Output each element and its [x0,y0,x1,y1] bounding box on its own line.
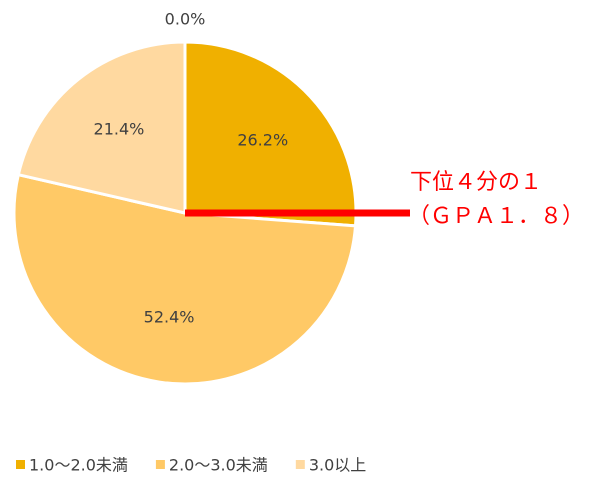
data-label: 26.2% [237,130,288,149]
legend-swatch [16,460,25,469]
annotation: 下位４分の１ [410,170,542,195]
pie-slice [12,172,358,386]
annotation: （ＧＰＡ１．８） [408,204,584,229]
pie-slice [16,40,187,215]
legend-label: 3.0以上 [309,456,366,475]
pie-slice [183,40,358,228]
data-label: 0.0% [165,10,206,29]
legend-swatch [155,460,165,469]
legend-label: 1.0〜2.0未満 [29,456,128,475]
data-label: 52.4% [144,307,195,326]
legend-label: 2.0〜3.0未満 [169,456,268,475]
legend-swatch [295,460,305,469]
data-label: 21.4% [94,120,145,139]
